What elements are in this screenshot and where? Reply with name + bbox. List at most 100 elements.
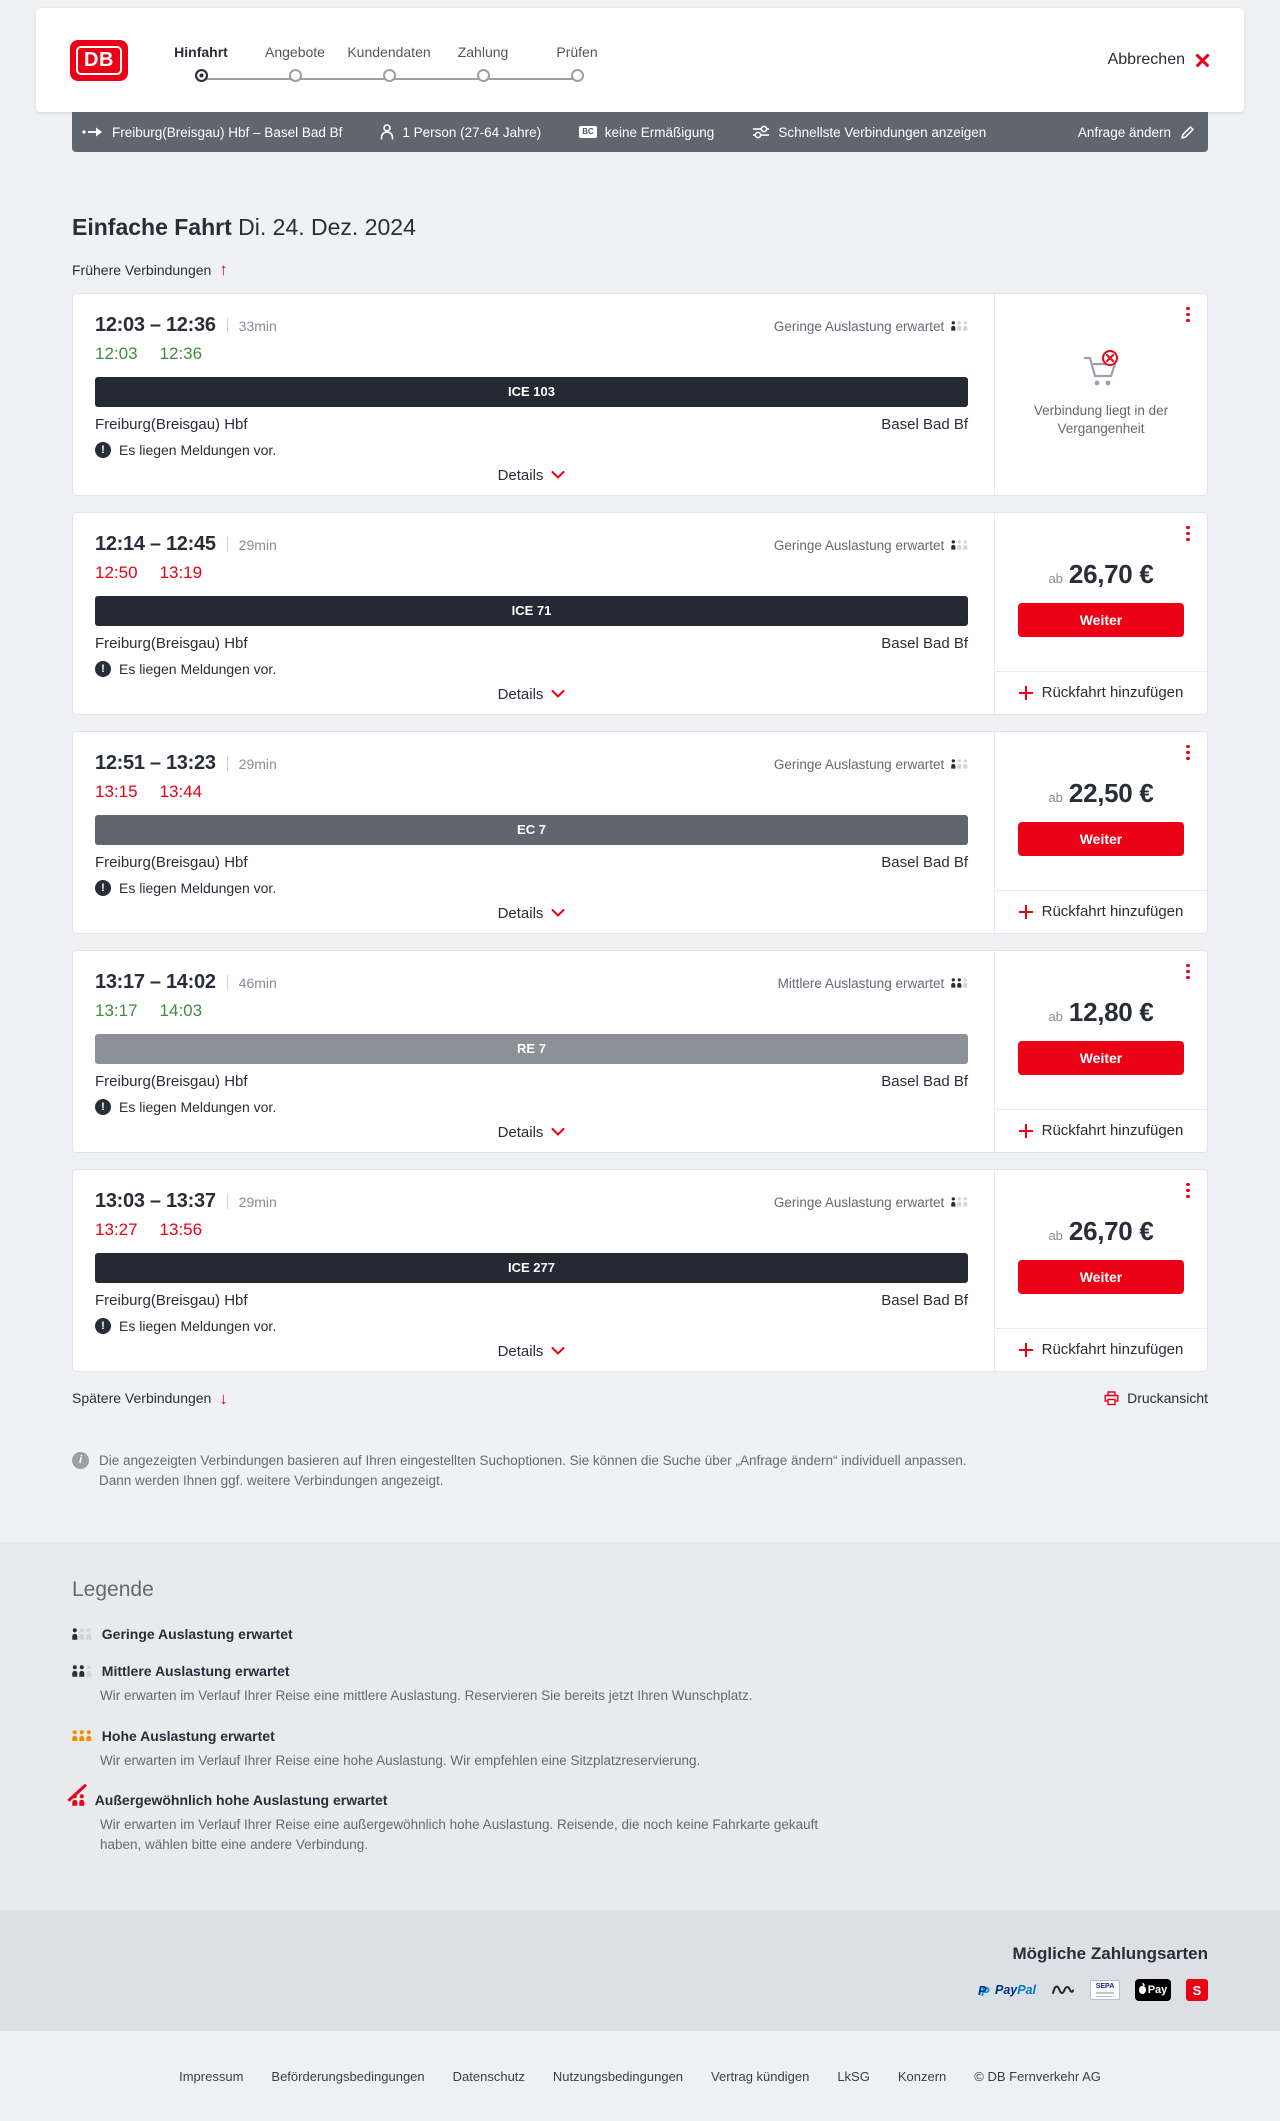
- legend-item-description: Wir erwarten im Verlauf Ihrer Reise eine…: [100, 1688, 753, 1704]
- actual-arrive-time: 12:36: [159, 343, 203, 363]
- footer-link[interactable]: Impressum: [179, 2068, 244, 2084]
- plus-icon: [1018, 1342, 1033, 1357]
- arrow-down-icon: ↓: [219, 1388, 228, 1408]
- cart-unavailable-icon: [1084, 349, 1118, 386]
- paypal-wordmark: PayPal: [994, 1983, 1036, 1998]
- kebab-menu-button[interactable]: [1183, 742, 1193, 764]
- details-button[interactable]: Details: [498, 467, 566, 484]
- footer-link[interactable]: Nutzungsbedingungen: [552, 2068, 684, 2084]
- legend-item: Hohe Auslastung erwartet Wir erwarten im …: [72, 1728, 1208, 1771]
- step-prüfen[interactable]: Prüfen: [530, 44, 624, 82]
- footer-link[interactable]: Konzern: [897, 2068, 947, 2084]
- weiter-button[interactable]: Weiter: [1018, 821, 1184, 856]
- legend-item: Geringe Auslastung erwartet: [72, 1626, 1208, 1642]
- price-block: ab 26,70 € Weiter: [995, 513, 1207, 671]
- kebab-menu-button[interactable]: [1183, 523, 1193, 545]
- add-return-label: Rückfahrt hinzufügen: [1041, 903, 1184, 920]
- footer-link[interactable]: Datenschutz: [452, 2068, 525, 2084]
- change-request-label: Anfrage ändern: [1077, 124, 1171, 140]
- db-logo[interactable]: DB: [70, 39, 128, 81]
- legend-title: Legende: [72, 1578, 154, 1602]
- price-value: 26,70 €: [1068, 558, 1154, 589]
- weiter-button[interactable]: Weiter: [1018, 1040, 1184, 1075]
- progress-steps: Hinfahrt Angebote Kundendaten Zahlung Prüfen: [154, 38, 624, 82]
- weiter-button[interactable]: Weiter: [1018, 602, 1184, 637]
- kebab-menu-button[interactable]: [1183, 961, 1193, 983]
- footer-link[interactable]: LkSG: [837, 2068, 870, 2084]
- connection-list: 12:03 – 12:36 33min Geringe Auslastung erw…: [72, 292, 1208, 1372]
- step-label: Zahlung: [457, 44, 509, 60]
- kebab-menu-button[interactable]: [1183, 1180, 1193, 1202]
- footer-link[interactable]: Beförderungsbedingungen: [271, 2068, 425, 2084]
- details-button[interactable]: Details: [498, 686, 566, 703]
- legend-item-description: Wir erwarten im Verlauf Ihrer Reise eine…: [100, 1816, 819, 1853]
- occupancy-low-icon: [951, 1197, 968, 1207]
- legend-section: Legende Geringe Auslastung erwartet Mittl…: [0, 1542, 1280, 1911]
- step-zahlung[interactable]: Zahlung: [436, 44, 530, 82]
- connection-side: ab 26,70 € Weiter Rückfahrt hinzufügen: [995, 1170, 1207, 1371]
- step-hinfahrt[interactable]: Hinfahrt: [154, 44, 248, 82]
- details-button[interactable]: Details: [498, 905, 566, 922]
- close-icon: [1195, 53, 1210, 68]
- price-value: 26,70 €: [1068, 1215, 1154, 1246]
- add-return-button[interactable]: Rückfahrt hinzufügen: [995, 891, 1207, 933]
- past-connection-block: Verbindung liegt in der Vergangenheit: [995, 294, 1207, 495]
- weiter-button[interactable]: Weiter: [1018, 1259, 1184, 1294]
- actual-arrive-time: 13:56: [159, 1219, 203, 1239]
- fastest-connections-toggle[interactable]: Schnellste Verbindungen anzeigen: [752, 125, 986, 140]
- change-request-button[interactable]: Anfrage ändern: [1078, 125, 1195, 140]
- footer: Impressum Beförderungsbedingungen Datensch…: [0, 2031, 1280, 2121]
- passenger-summary: 1 Person (27-64 Jahre): [380, 124, 541, 140]
- actual-times: 12:50 13:19: [95, 563, 968, 583]
- train-bar: ICE 103: [95, 376, 968, 407]
- step-dot-icon: [570, 69, 584, 82]
- actual-depart-time: 12:50: [95, 562, 138, 582]
- route-summary: Freiburg(Breisgau) Hbf – Basel Bad Bf: [82, 125, 342, 140]
- later-connections-link[interactable]: Spätere Verbindungen ↓: [72, 1390, 228, 1407]
- step-kundendaten[interactable]: Kundendaten: [342, 44, 436, 82]
- train-bar: ICE 71: [95, 595, 968, 626]
- legend-item: Außergewöhnlich hohe Auslastung erwartet…: [72, 1792, 1208, 1856]
- discount-summary: BC keine Ermäßigung: [579, 125, 714, 140]
- legend-item-description: Wir erwarten im Verlauf Ihrer Reise eine…: [100, 1752, 701, 1768]
- connection-main: 13:03 – 13:37 29min Geringe Auslastung erw…: [73, 1169, 995, 1371]
- kebab-menu-button[interactable]: [1183, 304, 1193, 326]
- occupancy-low-icon: [951, 540, 968, 550]
- destination-station: Basel Bad Bf: [881, 415, 968, 433]
- destination-station: Basel Bad Bf: [881, 853, 968, 871]
- train-bar: EC 7: [95, 814, 968, 845]
- legend-item-label: Mittlere Auslastung erwartet: [101, 1663, 290, 1680]
- legend-item: Mittlere Auslastung erwartet Wir erwarten…: [72, 1663, 1208, 1706]
- add-return-button[interactable]: Rückfahrt hinzufügen: [995, 1110, 1207, 1152]
- print-view-button[interactable]: Druckansicht: [1104, 1390, 1208, 1406]
- actual-depart-time: 13:15: [95, 781, 138, 801]
- add-return-button[interactable]: Rückfahrt hinzufügen: [995, 1329, 1207, 1371]
- discount-text: keine Ermäßigung: [604, 124, 715, 140]
- footer-link[interactable]: Vertrag kündigen: [711, 2068, 810, 2084]
- connection-times: 13:17 – 14:02: [95, 970, 216, 993]
- cancel-button[interactable]: Abbrechen: [1108, 51, 1210, 69]
- past-connection-text: Verbindung liegt in der Vergangenheit: [1033, 402, 1169, 436]
- occupancy-high-icon: [72, 1729, 92, 1742]
- payments-title: Mögliche Zahlungsarten: [1012, 1944, 1208, 1964]
- occupancy-label: Geringe Auslastung erwartet: [773, 756, 945, 772]
- destination-station: Basel Bad Bf: [881, 1291, 968, 1309]
- journey-icon: [82, 127, 102, 137]
- train-label: ICE 277: [508, 1260, 555, 1275]
- step-angebote[interactable]: Angebote: [248, 44, 342, 82]
- train-label: ICE 103: [508, 384, 555, 399]
- side-divider: [995, 1108, 1207, 1110]
- price-block: ab 22,50 € Weiter: [995, 732, 1207, 890]
- divider: [226, 755, 228, 771]
- later-connections-label: Spätere Verbindungen: [72, 1390, 212, 1406]
- earlier-connections-link[interactable]: Frühere Verbindungen ↑: [72, 261, 228, 278]
- from-price-prefix: ab: [1048, 570, 1063, 586]
- add-return-button[interactable]: Rückfahrt hinzufügen: [995, 672, 1207, 714]
- occupancy-label: Geringe Auslastung erwartet: [773, 318, 945, 334]
- details-label: Details: [497, 685, 544, 703]
- details-button[interactable]: Details: [498, 1343, 566, 1360]
- details-button[interactable]: Details: [498, 1124, 566, 1141]
- actual-times: 12:03 12:36: [95, 344, 968, 364]
- actual-depart-time: 13:27: [95, 1219, 138, 1239]
